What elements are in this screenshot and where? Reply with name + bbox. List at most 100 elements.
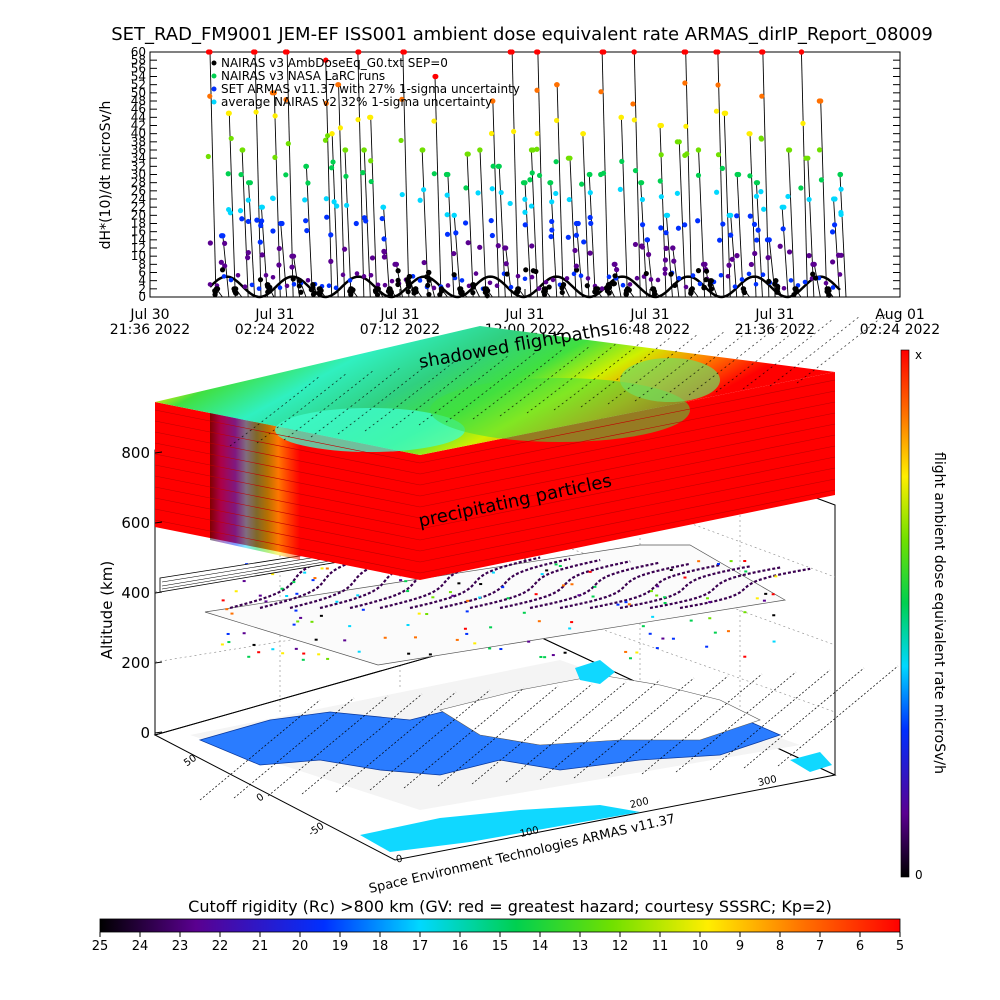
data-point (720, 221, 726, 227)
data-point (703, 268, 710, 274)
data-point (785, 193, 791, 200)
data-point (831, 222, 838, 228)
data-point (289, 264, 295, 270)
series-line (620, 117, 628, 298)
data-point (257, 277, 264, 283)
data-point-peak (329, 131, 335, 137)
data-point (758, 189, 764, 195)
timeseries-y-axis-label: dH*(10)/dt microSv/h (98, 101, 114, 250)
data-point-peak (284, 49, 290, 55)
data-point (671, 258, 677, 264)
series-line (582, 133, 590, 298)
shadowed-track (715, 321, 807, 393)
shadowed-track (364, 360, 456, 432)
orbit-sample (506, 597, 510, 600)
baseline-point (732, 284, 738, 289)
series-line (833, 198, 841, 298)
baseline-point (655, 277, 661, 283)
baseline-point (718, 272, 724, 278)
data-point (522, 209, 528, 215)
data-point-peak (773, 278, 779, 284)
data-point-peak (432, 73, 438, 80)
y-tick-label: 40 (131, 127, 146, 141)
orbit-sample (361, 608, 365, 611)
data-point-peak (239, 147, 245, 153)
data-point (395, 277, 401, 283)
y-tick-label: 38 (131, 135, 146, 149)
orbit-sample (689, 619, 693, 622)
baseline-point (473, 271, 479, 276)
data-point-peak (541, 286, 547, 292)
baseline-point (228, 277, 234, 283)
altitude-tick-label: 800 (121, 444, 150, 462)
data-point (623, 291, 629, 297)
baseline-point (543, 279, 549, 285)
baseline-point (662, 271, 668, 276)
orbit-sample (465, 610, 469, 613)
legend-entry: NAIRAS v3 AmbDoseEq_G0.txt SEP=0 (221, 56, 448, 70)
data-point (829, 229, 836, 235)
orbit-sample (457, 582, 461, 585)
data-point (728, 232, 734, 238)
orbit-sample (280, 587, 284, 590)
baseline-point (487, 280, 493, 286)
baseline-point (683, 284, 689, 290)
orbit-sample (225, 608, 229, 611)
data-point (276, 262, 282, 268)
orbit-sample (563, 651, 567, 654)
data-point (753, 193, 760, 199)
baseline-point (648, 277, 654, 282)
data-point (522, 196, 528, 202)
series-line (466, 154, 474, 298)
orbit-sample (713, 631, 717, 634)
orbit-sample (455, 638, 459, 641)
series-line (820, 100, 828, 298)
orbit-mesh-surface (204, 544, 787, 666)
data-point-peak (265, 282, 271, 288)
data-point (238, 171, 244, 178)
orbit-sample (242, 580, 246, 583)
orbit-sample (755, 597, 759, 600)
data-point (270, 228, 276, 234)
orbit-sample (588, 570, 592, 573)
data-point (830, 259, 836, 265)
data-point (639, 222, 646, 228)
data-point (368, 158, 374, 164)
altitude-tick-label: 400 (121, 584, 150, 602)
data-point (610, 281, 617, 287)
baseline-point (494, 283, 500, 289)
baseline-point (578, 273, 584, 279)
data-point-peak (271, 90, 277, 96)
y-tick-label: 46 (131, 102, 146, 116)
data-point-peak (278, 220, 284, 227)
data-point (225, 171, 231, 177)
slab-layer-line (154, 486, 421, 541)
shadowed-track (553, 339, 645, 411)
baseline-point (585, 276, 591, 281)
x-tick-label-date: Jul 31 (629, 307, 669, 323)
data-point (668, 271, 674, 277)
orbit-sample (655, 647, 659, 650)
dose-colorbar-fill (900, 349, 910, 878)
map-south-pacific-island (790, 752, 832, 772)
data-point (748, 261, 755, 268)
data-point (503, 261, 509, 267)
series-line (672, 247, 680, 298)
orbit-sample (627, 603, 631, 606)
data-point (334, 203, 340, 209)
x-tick-label-time: 07:12 2022 (360, 322, 440, 338)
y-tick-label: 30 (131, 168, 146, 182)
baseline-point (242, 284, 248, 289)
data-point-peak (220, 233, 226, 239)
slab-layer-line (419, 390, 836, 475)
data-point (259, 252, 265, 258)
data-point-peak (689, 286, 695, 292)
data-point (734, 213, 740, 219)
baseline-point (529, 274, 535, 280)
y-tick-label: 32 (131, 159, 146, 173)
data-point (566, 196, 572, 203)
rc-tick-label: 17 (412, 939, 429, 954)
data-point-peak (316, 286, 322, 292)
baseline-point (382, 282, 388, 288)
orbit-sample (539, 655, 543, 658)
